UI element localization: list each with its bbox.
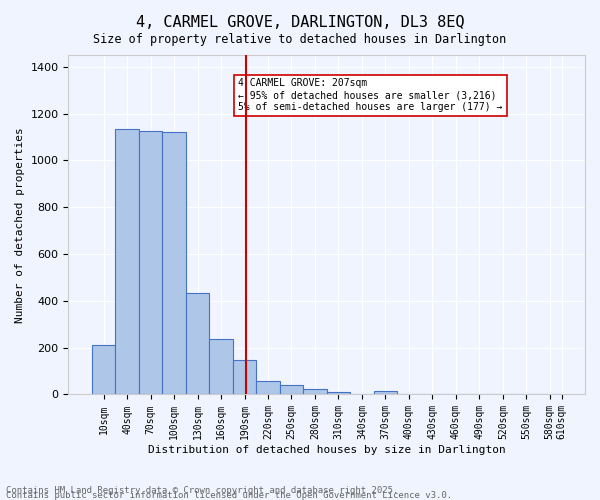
Bar [163,132,186,394]
Bar [209,340,233,394]
Bar [374,391,397,394]
Bar [233,360,256,394]
Text: Contains HM Land Registry data © Crown copyright and database right 2025.: Contains HM Land Registry data © Crown c… [6,486,398,495]
Bar [280,385,303,394]
Bar [303,388,327,394]
Bar [139,131,163,394]
Bar [115,128,139,394]
X-axis label: Distribution of detached houses by size in Darlington: Distribution of detached houses by size … [148,445,506,455]
Y-axis label: Number of detached properties: Number of detached properties [15,127,25,322]
Bar [186,294,209,394]
Text: Size of property relative to detached houses in Darlington: Size of property relative to detached ho… [94,32,506,46]
Text: 4, CARMEL GROVE, DARLINGTON, DL3 8EQ: 4, CARMEL GROVE, DARLINGTON, DL3 8EQ [136,15,464,30]
Bar [256,381,280,394]
Bar [327,392,350,394]
Bar [92,346,115,395]
Text: Contains public sector information licensed under the Open Government Licence v3: Contains public sector information licen… [6,491,452,500]
Text: 4 CARMEL GROVE: 207sqm
← 95% of detached houses are smaller (3,216)
5% of semi-d: 4 CARMEL GROVE: 207sqm ← 95% of detached… [238,78,503,112]
